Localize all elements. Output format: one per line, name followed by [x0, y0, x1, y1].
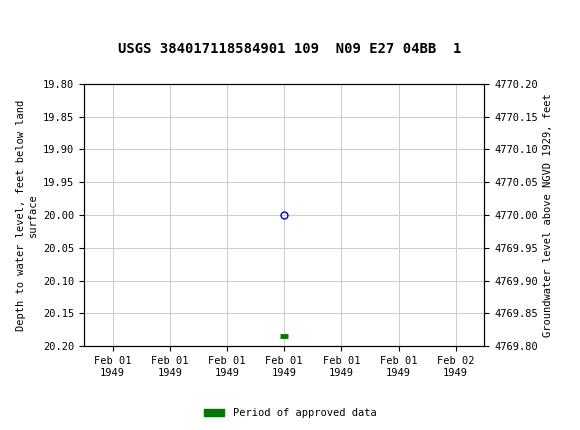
Y-axis label: Depth to water level, feet below land
surface: Depth to water level, feet below land su… — [16, 99, 38, 331]
Text: USGS 384017118584901 109  N09 E27 04BB  1: USGS 384017118584901 109 N09 E27 04BB 1 — [118, 42, 462, 56]
Text: ▒USGS: ▒USGS — [9, 12, 78, 29]
Y-axis label: Groundwater level above NGVD 1929, feet: Groundwater level above NGVD 1929, feet — [543, 93, 553, 337]
Legend: Period of approved data: Period of approved data — [200, 404, 380, 423]
